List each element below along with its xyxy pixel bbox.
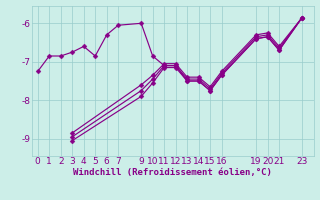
X-axis label: Windchill (Refroidissement éolien,°C): Windchill (Refroidissement éolien,°C) (73, 168, 272, 177)
